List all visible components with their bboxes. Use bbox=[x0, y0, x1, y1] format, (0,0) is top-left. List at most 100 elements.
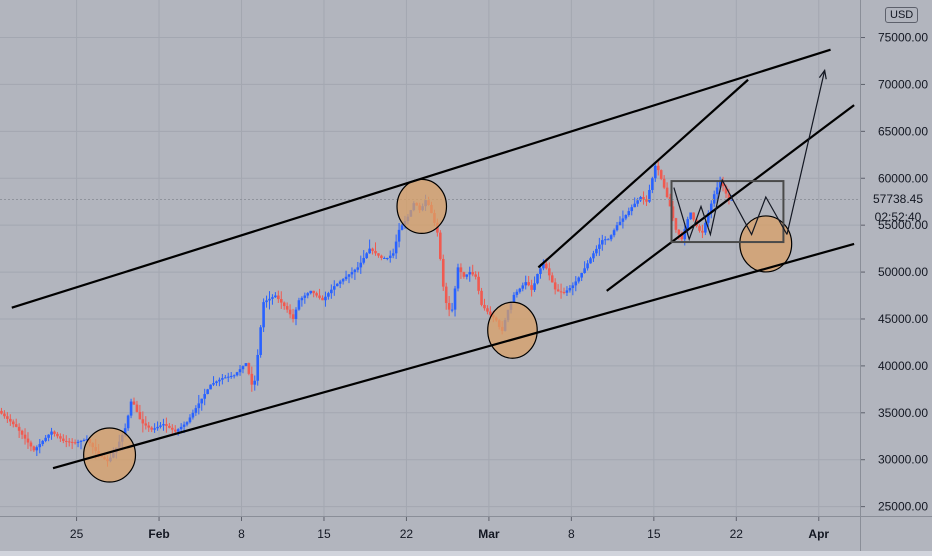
candle bbox=[235, 371, 239, 377]
candle bbox=[262, 298, 265, 333]
candle-body bbox=[303, 295, 307, 298]
candle bbox=[574, 276, 578, 292]
candle-body bbox=[577, 277, 581, 282]
candle bbox=[712, 190, 716, 207]
candle bbox=[600, 234, 604, 251]
candle-body bbox=[715, 187, 719, 195]
candle bbox=[456, 263, 460, 292]
candle bbox=[256, 349, 260, 386]
candle-body bbox=[332, 286, 336, 290]
candle bbox=[542, 259, 545, 271]
candle bbox=[441, 254, 445, 291]
candle bbox=[271, 294, 274, 305]
candle-body bbox=[123, 428, 127, 435]
candle bbox=[318, 288, 321, 300]
candle bbox=[206, 388, 209, 395]
time-tick-label: 22 bbox=[400, 527, 414, 541]
candle bbox=[627, 207, 631, 217]
candle bbox=[721, 176, 725, 192]
time-tick-label: 15 bbox=[647, 527, 661, 541]
candle-body bbox=[271, 297, 274, 299]
candle-body bbox=[559, 291, 563, 293]
candle-body bbox=[586, 263, 589, 269]
candle-body bbox=[274, 295, 277, 298]
candle-body bbox=[589, 258, 592, 264]
candle-body bbox=[203, 394, 206, 399]
candle-body bbox=[56, 433, 59, 437]
candle-body bbox=[606, 239, 610, 241]
candle-body bbox=[20, 430, 24, 435]
candle-body bbox=[200, 398, 204, 404]
candle-body bbox=[279, 299, 283, 303]
candle bbox=[76, 439, 80, 448]
candle-body bbox=[132, 401, 136, 405]
candle bbox=[229, 372, 233, 379]
candle-body bbox=[135, 404, 139, 412]
axis-corner bbox=[860, 516, 932, 551]
candle-body bbox=[165, 424, 168, 426]
candle bbox=[224, 374, 227, 379]
candle bbox=[14, 418, 18, 428]
plot-area[interactable] bbox=[0, 0, 860, 516]
candle-body bbox=[521, 285, 525, 289]
candle-body bbox=[268, 298, 271, 301]
candle bbox=[82, 438, 86, 442]
highlight-circle bbox=[487, 301, 538, 359]
candle bbox=[547, 262, 551, 281]
candle bbox=[359, 255, 363, 274]
candle-body bbox=[565, 290, 569, 293]
projection-arrow-shaft bbox=[786, 70, 826, 235]
candle-body bbox=[194, 408, 198, 413]
candle bbox=[165, 417, 168, 433]
candle-body bbox=[324, 296, 327, 301]
candle bbox=[489, 306, 492, 318]
candle-body bbox=[477, 276, 480, 291]
candle-body bbox=[692, 212, 695, 220]
candle-body bbox=[265, 300, 268, 303]
candle bbox=[527, 275, 530, 287]
candle bbox=[580, 272, 583, 282]
candle bbox=[218, 377, 221, 387]
candle-body bbox=[580, 273, 583, 278]
candle bbox=[377, 253, 380, 258]
candle-body bbox=[533, 283, 536, 290]
candle-body bbox=[185, 422, 189, 425]
candle bbox=[226, 372, 230, 383]
candle bbox=[176, 428, 180, 436]
candle-body bbox=[371, 248, 374, 251]
currency-badge[interactable]: USD bbox=[885, 7, 919, 23]
candle-body bbox=[724, 186, 728, 194]
candle bbox=[598, 237, 601, 256]
candle bbox=[265, 295, 268, 308]
candle-body bbox=[568, 288, 572, 291]
candle bbox=[462, 271, 466, 279]
candle bbox=[565, 286, 569, 296]
projection-arrow-head bbox=[818, 68, 827, 80]
candle bbox=[241, 365, 245, 374]
price-tick-label: 75000.00 bbox=[878, 31, 928, 45]
candle-body bbox=[212, 383, 215, 385]
candle-body bbox=[182, 424, 186, 427]
candle-body bbox=[79, 440, 83, 442]
candle bbox=[668, 193, 672, 207]
candle bbox=[606, 238, 610, 241]
candle-body bbox=[583, 268, 586, 274]
candle-body bbox=[6, 416, 9, 419]
candle-body bbox=[197, 403, 201, 409]
candlestick-chart[interactable] bbox=[0, 0, 860, 516]
candle bbox=[332, 280, 336, 296]
candle-body bbox=[188, 417, 192, 423]
price-axis[interactable]: 75000.00 70000.00 65000.00 60000.00 55000.00… bbox=[860, 0, 932, 516]
time-axis-scale: 25 Feb 8 15 22 Mar 8 15 22 Apr bbox=[70, 517, 829, 541]
candle bbox=[559, 283, 563, 299]
candle-body bbox=[362, 258, 366, 263]
candle-body bbox=[300, 297, 304, 301]
candle bbox=[439, 230, 442, 261]
candle bbox=[583, 261, 586, 274]
candle-body bbox=[394, 241, 398, 254]
candle-body bbox=[350, 272, 354, 275]
time-axis[interactable]: 25 Feb 8 15 22 Mar 8 15 22 Apr bbox=[0, 516, 860, 551]
last-price-label: 57738.45 bbox=[866, 190, 930, 208]
candle bbox=[221, 374, 224, 385]
